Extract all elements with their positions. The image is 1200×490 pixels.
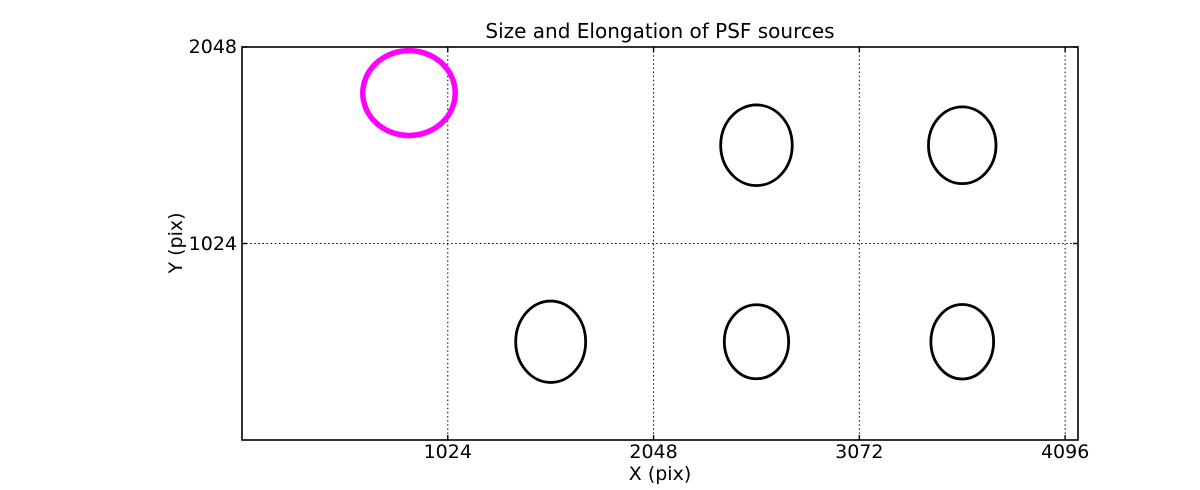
y-tick-label: 1024: [188, 232, 237, 255]
chart-title: Size and Elongation of PSF sources: [485, 19, 835, 43]
highlighted-psf-ellipse: [360, 47, 458, 139]
psf-ellipse: [927, 105, 998, 186]
x-tick-label: 3072: [835, 441, 884, 463]
x-tick-label: 2048: [629, 441, 678, 463]
x-tick-label: 1024: [423, 441, 472, 463]
x-axis-label: X (pix): [628, 463, 692, 485]
psf-ellipse: [722, 303, 791, 381]
y-tick-label: 2048: [188, 36, 237, 58]
y-axis-label: Y (pix): [165, 212, 187, 274]
x-tick-label: 4096: [1040, 441, 1090, 463]
psf-ellipse: [514, 299, 588, 384]
psf-ellipse: [929, 303, 995, 381]
psf-ellipse: [719, 103, 794, 187]
